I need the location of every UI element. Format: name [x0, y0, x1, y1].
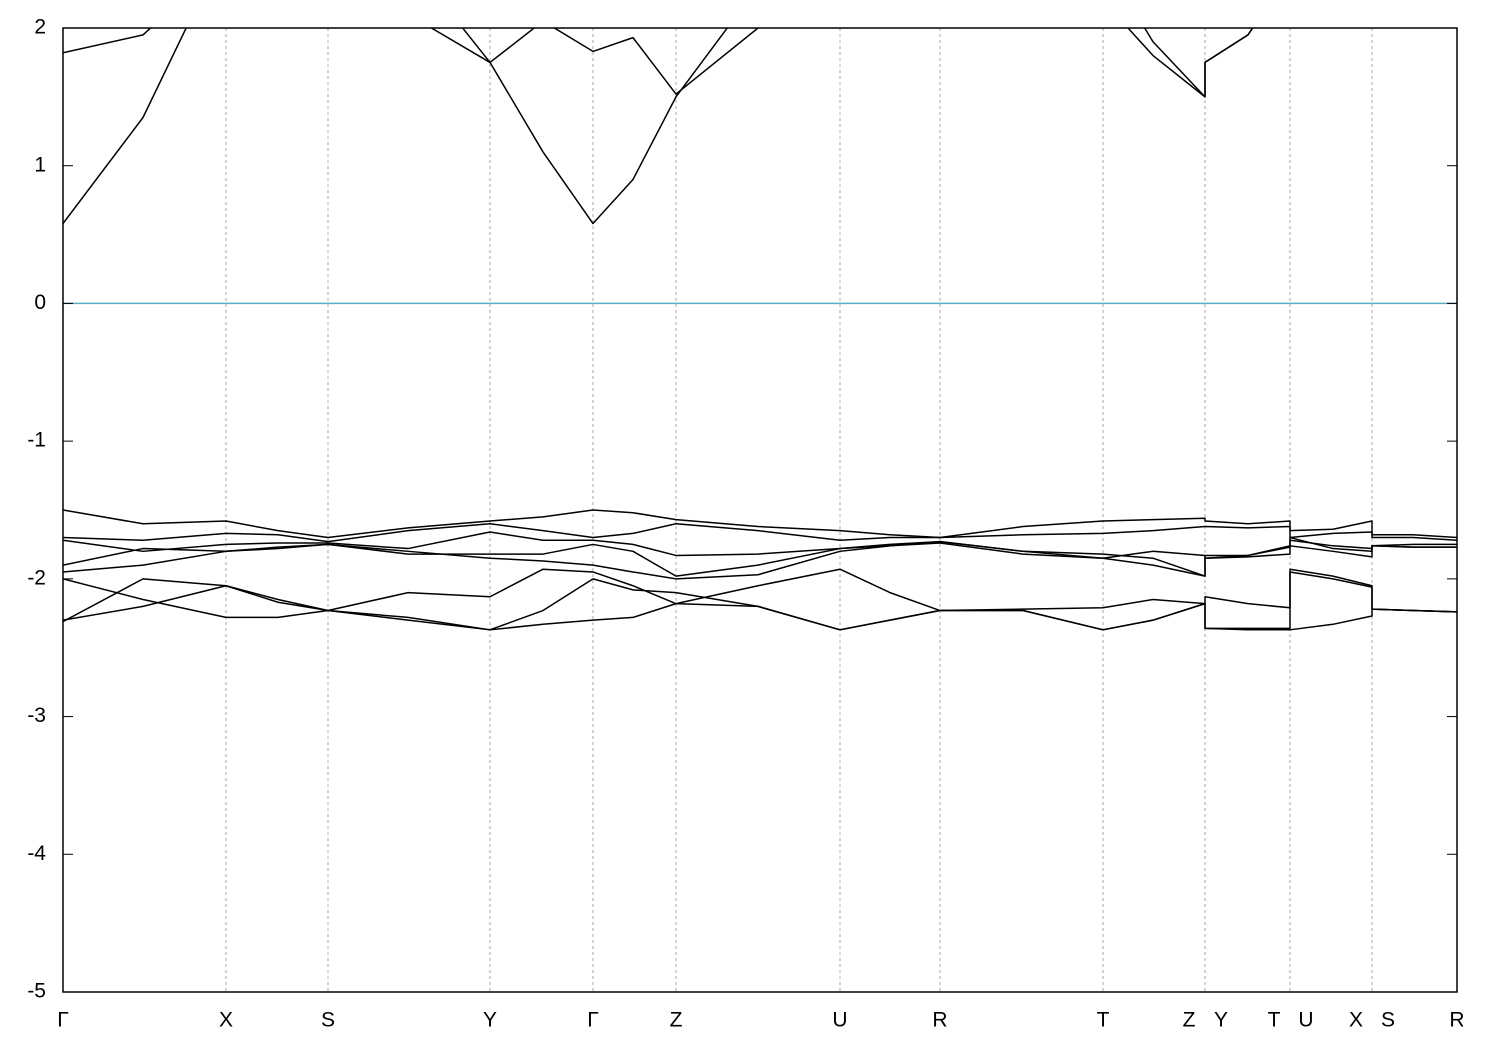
x-tick-label: T [1268, 1009, 1281, 1032]
band-line [63, 531, 1457, 559]
y-tick-label: 0 [34, 291, 46, 314]
y-tick-label: 2 [34, 16, 46, 39]
y-tick-label: -2 [27, 566, 46, 589]
band-line [63, 523, 1457, 543]
y-tick-label: -5 [27, 980, 46, 1003]
x-tick-label: Z [670, 1009, 683, 1032]
plot-frame [62, 27, 1458, 993]
x-tick-label: Y [483, 1009, 497, 1032]
x-tick-label: U [1298, 1009, 1313, 1032]
band-line [63, 509, 1457, 539]
x-tick-label: Z [1183, 1009, 1196, 1032]
band-line [63, 536, 1457, 580]
y-tick-label: -1 [27, 429, 46, 452]
y-tick-label: 1 [34, 153, 46, 176]
x-tick-label: S [321, 1009, 335, 1032]
x-tick-label: R [932, 1009, 947, 1032]
y-tick-label: -4 [27, 842, 46, 865]
grid-layer [62, 28, 1458, 992]
x-tick-label: Γ [587, 1009, 599, 1032]
band-line [63, 571, 1457, 631]
band-line [63, 540, 1457, 577]
x-tick-label: Y [1214, 1009, 1228, 1032]
band-line [63, 28, 1254, 225]
x-tick-label: X [219, 1009, 233, 1032]
x-tick-label: R [1449, 1009, 1464, 1032]
x-tick-label: U [832, 1009, 847, 1032]
band-line [63, 568, 1457, 619]
line-layer [63, 28, 1457, 631]
x-tick-label: X [1349, 1009, 1363, 1032]
x-tick-label: T [1097, 1009, 1110, 1032]
x-tick-label: S [1381, 1009, 1395, 1032]
y-tick-label: -3 [27, 704, 46, 727]
band-line [63, 28, 1254, 98]
x-tick-label: Γ [57, 1009, 69, 1032]
